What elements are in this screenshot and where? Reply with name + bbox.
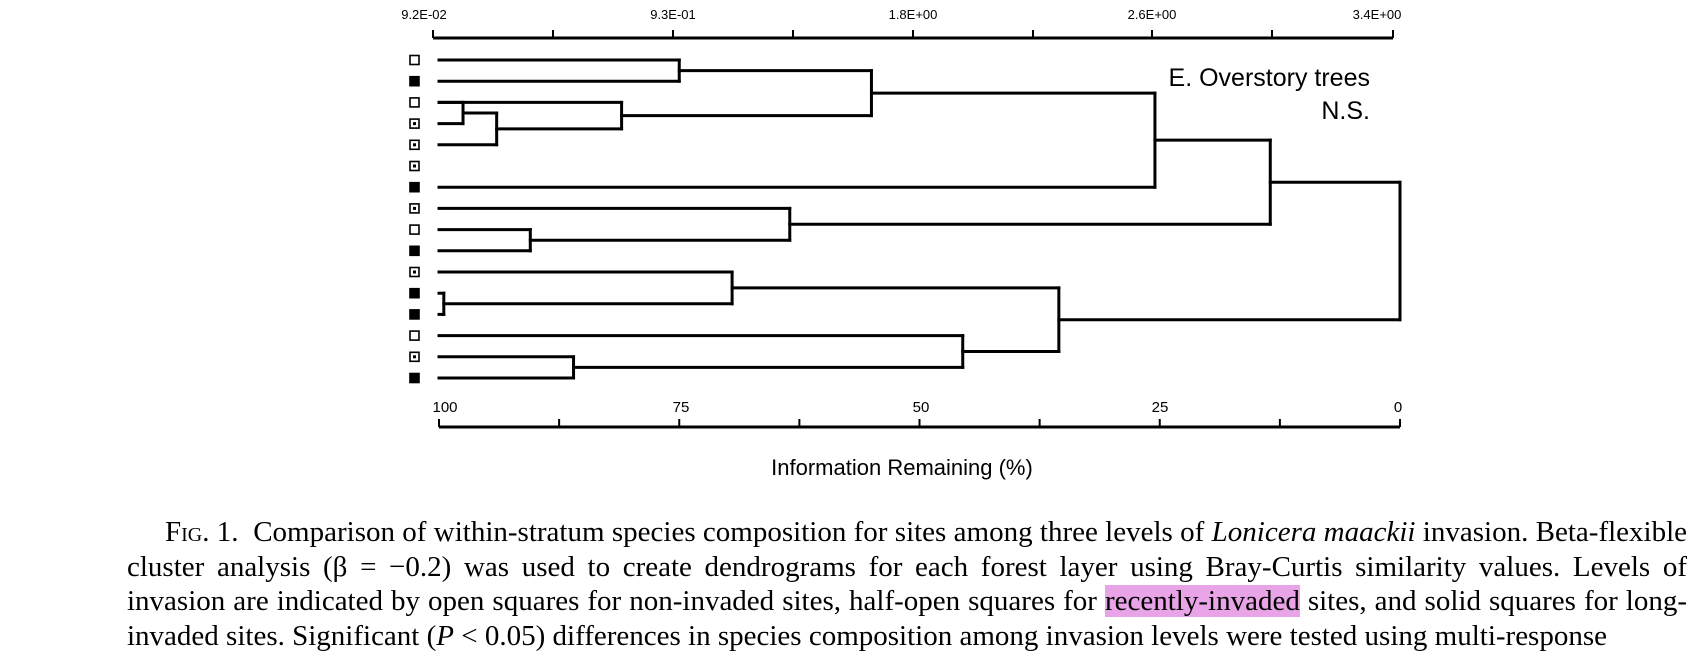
caption-text: < 0.05) differences in species compositi…	[454, 619, 1608, 652]
dendrogram-figure: 9.2E-02 9.3E-01 1.8E+00 2.6E+00 3.4E+00 …	[401, 7, 1402, 480]
species-name: Lonicera maackii	[1211, 516, 1416, 548]
open-site-marker	[409, 330, 420, 341]
p-symbol: P	[436, 619, 454, 652]
top-tick-label: 1.8E+00	[889, 7, 938, 22]
x-axis-label: Information Remaining (%)	[771, 455, 1033, 480]
solid-site-marker	[409, 75, 420, 87]
marker-center	[413, 143, 416, 147]
panel-title: E. Overstory trees	[1169, 64, 1370, 92]
site-markers	[409, 54, 420, 384]
solid-site-marker	[409, 245, 420, 257]
highlighted-text: recently-invaded	[1104, 585, 1300, 617]
dendrogram-branches	[437, 58, 1402, 380]
solid-site-marker	[409, 181, 420, 193]
open-site-marker	[409, 97, 420, 108]
marker-center	[413, 164, 416, 168]
half-site-marker	[409, 203, 420, 214]
half-site-marker	[409, 139, 420, 151]
bottom-tick-label: 50	[913, 399, 930, 416]
marker-square	[409, 330, 420, 341]
marker-square	[409, 287, 420, 299]
marker-center	[413, 122, 416, 126]
marker-square	[409, 181, 420, 193]
solid-site-marker	[409, 309, 420, 320]
caption-text: sites, and solid squares for long-invade…	[127, 585, 1687, 652]
figure-label: Fig. 1.	[165, 516, 239, 548]
top-tick-label: 9.3E-01	[650, 7, 696, 22]
top-tick-label: 9.2E-02	[401, 7, 447, 22]
half-site-marker	[409, 160, 420, 172]
half-site-marker	[409, 351, 420, 363]
marker-square	[409, 97, 420, 108]
figure-caption: Fig. 1. Comparison of within-stratum spe…	[127, 515, 1687, 653]
marker-center	[413, 355, 416, 359]
top-axis: 9.2E-02 9.3E-01 1.8E+00 2.6E+00 3.4E+00	[401, 7, 1402, 40]
solid-site-marker	[409, 287, 420, 299]
marker-center	[413, 206, 416, 210]
bottom-tick-label: 75	[673, 399, 690, 416]
bottom-axis: 100 75 50 25 0 Information Remaining (%)	[432, 399, 1402, 480]
bottom-tick-label: 0	[1394, 399, 1402, 416]
bottom-tick-label: 25	[1152, 399, 1169, 416]
open-site-marker	[409, 224, 420, 235]
marker-square	[409, 54, 420, 66]
top-tick-label: 2.6E+00	[1128, 7, 1177, 22]
marker-square	[409, 245, 420, 257]
caption-text: Comparison of within-stratum species com…	[253, 516, 1212, 548]
marker-square	[409, 372, 420, 384]
half-site-marker	[409, 118, 420, 129]
bottom-tick-label: 100	[432, 399, 457, 416]
top-tick-label: 3.4E+00	[1353, 7, 1402, 22]
marker-square	[409, 309, 420, 320]
significance-label: N.S.	[1321, 97, 1370, 125]
caption-text: invasion. Beta-flexible cluster analysis…	[127, 516, 1688, 617]
half-site-marker	[409, 266, 420, 278]
marker-square	[409, 75, 420, 87]
marker-center	[413, 270, 416, 274]
open-site-marker	[409, 54, 420, 66]
marker-square	[409, 224, 420, 235]
solid-site-marker	[409, 372, 420, 384]
